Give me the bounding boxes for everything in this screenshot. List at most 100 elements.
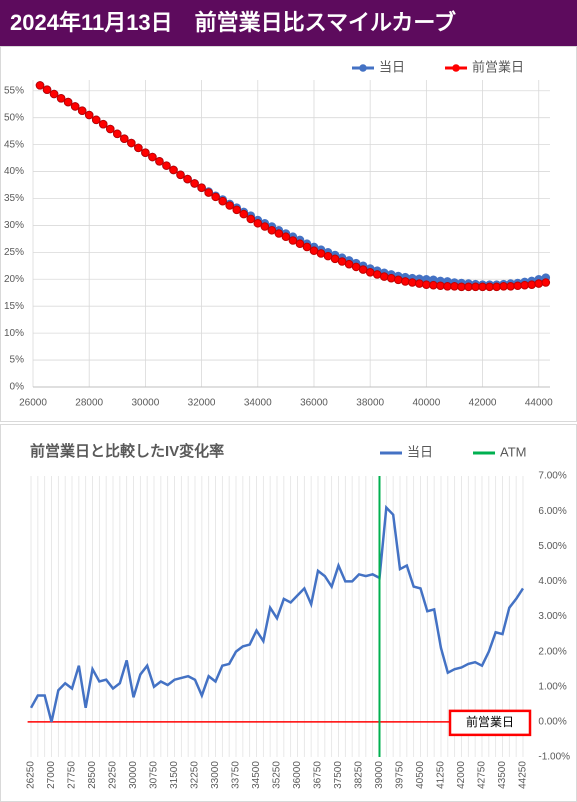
point [211, 192, 220, 202]
x-tick-label: 27750 [67, 761, 78, 789]
header-bar [0, 0, 577, 46]
point [148, 152, 157, 162]
point [204, 188, 213, 197]
point [56, 94, 66, 103]
reference-label-box [448, 709, 532, 737]
x-tick-label: 36000 [292, 761, 303, 789]
y-tick-label: 7.00% [538, 471, 566, 482]
point [302, 242, 312, 252]
y-tick-label: 0.00% [538, 717, 566, 728]
y-tick-label: 30% [4, 220, 24, 231]
point [141, 148, 150, 158]
point [379, 272, 389, 281]
point [127, 138, 136, 148]
x-tick-label: 32000 [188, 398, 216, 409]
y-tick-label: 15% [4, 301, 24, 312]
y-tick-label: 1.00% [538, 681, 566, 692]
chart-panel [0, 424, 577, 802]
x-tick-label: 27000 [46, 761, 57, 789]
point [232, 205, 242, 215]
point [506, 281, 515, 291]
x-tick-label: 29250 [108, 761, 119, 789]
point [365, 267, 375, 277]
y-tick-label: -1.00% [538, 752, 570, 763]
y-tick-label: 25% [4, 247, 24, 258]
point [42, 85, 52, 94]
point [70, 102, 80, 111]
point [316, 249, 326, 258]
point [183, 174, 192, 184]
y-tick-label: 5.00% [538, 541, 566, 552]
point [422, 280, 431, 289]
x-tick-label: 34500 [251, 761, 262, 789]
chart-title: 前営業日と比較したIV変化率 [30, 442, 224, 460]
point [408, 278, 417, 287]
series-line [29, 504, 525, 723]
x-tick-label: 33750 [231, 761, 242, 789]
point [169, 165, 178, 175]
x-tick-label: 40500 [415, 761, 426, 789]
y-tick-label: 5% [10, 355, 25, 366]
point [49, 89, 59, 99]
point [309, 246, 319, 256]
point [400, 277, 410, 286]
point [155, 157, 164, 166]
point [520, 280, 530, 290]
header-title: 2024年11月13日 前営業日比スマイルカーブ [10, 10, 456, 35]
x-tick-label: 36000 [300, 398, 328, 409]
y-tick-label: 0% [10, 382, 25, 393]
x-tick-label: 26000 [19, 398, 47, 409]
point [91, 115, 101, 125]
y-tick-label: 6.00% [538, 506, 566, 517]
point [288, 236, 298, 245]
point [499, 281, 508, 291]
point [443, 281, 452, 291]
y-tick-label: 40% [4, 166, 24, 177]
y-tick-label: 3.00% [538, 611, 566, 622]
x-tick-label: 34000 [244, 398, 272, 409]
point [492, 282, 501, 292]
x-tick-label: 38000 [356, 398, 384, 409]
point [436, 281, 445, 291]
x-tick-label: 42750 [477, 761, 488, 789]
x-tick-label: 31500 [169, 761, 180, 789]
point [246, 214, 256, 224]
x-tick-label: 38250 [354, 761, 365, 789]
x-tick-label: 42000 [456, 761, 467, 789]
point [323, 251, 333, 261]
y-tick-label: 4.00% [538, 576, 566, 587]
y-tick-label: 20% [4, 274, 24, 285]
point [344, 259, 354, 269]
point [471, 282, 480, 292]
legend-label: 当日 [379, 59, 405, 74]
reference-label: 前営業日 [466, 714, 514, 729]
y-tick-label: 45% [4, 139, 24, 150]
y-tick-label: 50% [4, 112, 24, 123]
x-tick-label: 43500 [497, 761, 508, 789]
point [190, 179, 199, 188]
point [478, 282, 487, 292]
point [225, 201, 234, 210]
point [541, 278, 551, 287]
point [253, 218, 263, 228]
y-tick-label: 10% [4, 328, 24, 339]
legend-label: 当日 [407, 444, 433, 459]
point [267, 225, 277, 235]
point [337, 257, 347, 266]
y-tick-label: 35% [4, 193, 24, 204]
x-tick-label: 35250 [272, 761, 283, 789]
y-tick-label: 55% [4, 85, 24, 96]
point [281, 232, 291, 242]
x-tick-label: 30000 [128, 761, 139, 789]
point [527, 280, 537, 289]
point [429, 280, 438, 290]
point [134, 143, 143, 153]
point [330, 254, 340, 264]
legend-label: ATM [500, 444, 526, 459]
x-tick-label: 41250 [436, 761, 447, 789]
x-tick-label: 42000 [469, 398, 497, 409]
point [197, 183, 206, 193]
x-tick-label: 40000 [412, 398, 440, 409]
